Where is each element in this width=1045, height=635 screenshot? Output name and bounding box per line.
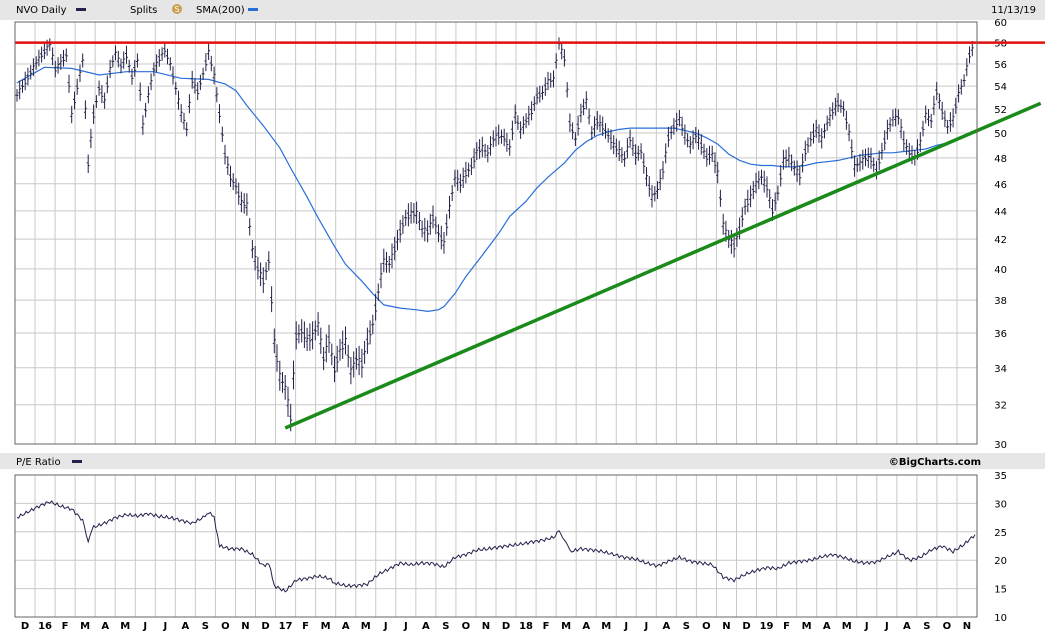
x-tick-label: F <box>62 621 69 632</box>
x-tick-label: D <box>261 621 269 632</box>
price-legend-swatch <box>76 8 86 11</box>
x-tick-label: A <box>662 621 670 632</box>
support-trendline <box>284 101 1042 430</box>
pe-legend-swatch <box>72 460 82 463</box>
x-tick-label: F <box>783 621 790 632</box>
price-y-axis: 30 32 34 36 38 40 42 44 46 48 50 52 54 56 58 60 <box>994 18 1007 451</box>
x-tick-label: A <box>181 621 189 632</box>
x-tick-label: D <box>21 621 29 632</box>
splits-label: Splits <box>130 5 157 16</box>
symbol-label: NVO Daily <box>16 5 67 16</box>
x-tick-label: 18 <box>519 621 533 632</box>
x-tick-label: M <box>601 621 611 632</box>
x-tick-label: A <box>582 621 590 632</box>
pe-panel-frame <box>14 474 978 618</box>
x-tick-label: A <box>903 621 911 632</box>
pe-header-bar <box>0 453 1045 469</box>
y-tick-label: 48 <box>994 154 1007 165</box>
x-tick-label: J <box>162 621 167 632</box>
y-tick-label: 10 <box>994 613 1007 624</box>
x-tick-label: J <box>142 621 147 632</box>
x-tick-label: A <box>823 621 831 632</box>
x-tick-label: O <box>702 621 711 632</box>
y-tick-label: 25 <box>994 528 1007 539</box>
y-tick-label: 58 <box>994 39 1007 50</box>
sma-200-line <box>16 66 970 313</box>
pe-label: P/E Ratio <box>16 457 61 468</box>
x-tick-label: M <box>120 621 130 632</box>
y-tick-label: 56 <box>994 60 1007 71</box>
x-tick-label: O <box>943 621 952 632</box>
pe-ratio-line <box>16 500 976 593</box>
x-tick-label: A <box>101 621 109 632</box>
splits-badge-icon <box>172 4 182 14</box>
x-tick-label: N <box>722 621 730 632</box>
x-tick-label: F <box>543 621 550 632</box>
x-tick-label: S <box>923 621 930 632</box>
x-tick-label: D <box>502 621 510 632</box>
x-tick-label: S <box>683 621 690 632</box>
x-tick-label: 16 <box>38 621 52 632</box>
price-ohlc-bars <box>15 37 974 432</box>
chart-date: 11/13/19 <box>991 5 1036 16</box>
header-bar <box>0 0 1045 20</box>
y-tick-label: 46 <box>994 180 1007 191</box>
y-tick-label: 36 <box>994 329 1007 340</box>
x-tick-label: M <box>80 621 90 632</box>
y-tick-label: 15 <box>994 585 1007 596</box>
sma-legend-swatch <box>248 8 258 11</box>
y-tick-label: 44 <box>994 207 1007 218</box>
x-tick-label: M <box>561 621 571 632</box>
x-tick-label: N <box>241 621 249 632</box>
x-tick-label: N <box>482 621 490 632</box>
x-tick-label: J <box>403 621 408 632</box>
x-tick-label: F <box>302 621 309 632</box>
y-tick-label: 30 <box>994 440 1007 451</box>
y-tick-label: 52 <box>994 105 1007 116</box>
x-tick-label: N <box>963 621 971 632</box>
x-axis: D 16 F M A M J J A S O N D 17 F M A M J J A S O N D 18 F M A M J J A S O N D… <box>21 621 971 632</box>
x-tick-label: M <box>321 621 331 632</box>
x-tick-label: J <box>884 621 889 632</box>
price-bars <box>15 37 974 432</box>
y-tick-label: 20 <box>994 556 1007 567</box>
x-tick-label: O <box>221 621 230 632</box>
bigcharts-brand: ©BigCharts.com <box>889 457 981 468</box>
x-tick-label: S <box>202 621 209 632</box>
y-tick-label: 54 <box>994 82 1007 93</box>
x-tick-label: J <box>643 621 648 632</box>
splits-badge-letter: S <box>174 5 179 14</box>
x-tick-label: J <box>623 621 628 632</box>
x-tick-label: M <box>802 621 812 632</box>
y-tick-label: 40 <box>994 265 1007 276</box>
x-tick-label: M <box>842 621 852 632</box>
x-tick-label: 19 <box>760 621 774 632</box>
x-tick-label: A <box>342 621 350 632</box>
y-tick-label: 34 <box>994 364 1007 375</box>
x-tick-label: J <box>864 621 869 632</box>
pe-y-axis: 10 15 20 25 30 35 <box>994 471 1007 624</box>
y-tick-label: 30 <box>994 499 1007 510</box>
x-tick-label: M <box>361 621 371 632</box>
y-tick-label: 42 <box>994 235 1007 246</box>
x-tick-label: J <box>383 621 388 632</box>
y-tick-label: 38 <box>994 296 1007 307</box>
price-panel-frame <box>14 21 978 445</box>
y-tick-label: 60 <box>994 18 1007 29</box>
x-tick-label: S <box>442 621 449 632</box>
x-tick-label: D <box>742 621 750 632</box>
pe-panel: 10 15 20 25 30 35 <box>14 471 1007 624</box>
x-tick-label: O <box>462 621 471 632</box>
price-panel: 30 32 34 36 38 40 42 44 46 48 50 52 54 56 58 60 <box>14 18 1045 451</box>
pe-grid <box>15 474 978 618</box>
price-grid <box>15 21 978 445</box>
y-tick-label: 32 <box>994 401 1007 412</box>
y-tick-label: 50 <box>994 129 1007 140</box>
sma-label: SMA(200) <box>196 5 245 16</box>
x-tick-label: 17 <box>279 621 293 632</box>
x-tick-label: A <box>422 621 430 632</box>
y-tick-label: 35 <box>994 471 1007 482</box>
